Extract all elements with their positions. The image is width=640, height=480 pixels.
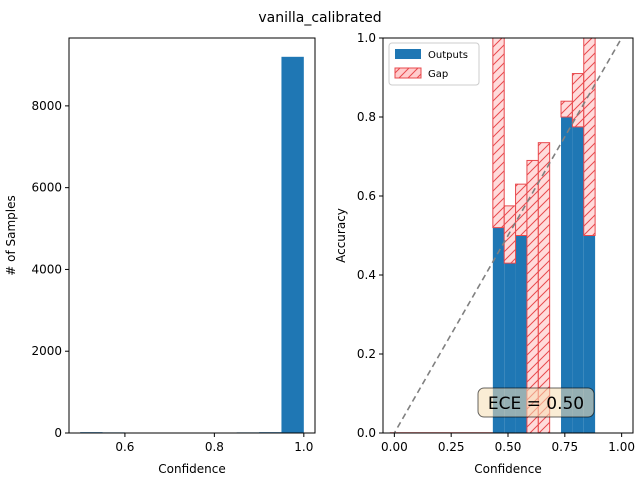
gap-bar-4 <box>537 142 551 433</box>
gap-bar-hatch-0 <box>492 38 505 229</box>
histogram-ytick-label-0: 0 <box>54 426 62 440</box>
histogram-xtick-label-2: 1.0 <box>294 440 313 454</box>
outputs-bar-7 <box>572 126 584 433</box>
gap-bar-hatch-4 <box>537 142 551 433</box>
reliability-xtick-label-1: 0.25 <box>438 440 465 454</box>
reliability-xtick-label-0: 0.00 <box>381 440 408 454</box>
outputs-bar-1 <box>504 263 516 433</box>
outputs-bar-8 <box>583 235 596 433</box>
reliability-ytick-label-1: 0.2 <box>357 347 376 361</box>
reliability-xtick-label-4: 1.00 <box>608 440 635 454</box>
ece-annotation-text: ECE = 0.50 <box>488 394 584 414</box>
gap-bar-hatch-6 <box>560 100 573 118</box>
histogram-xlabel: Confidence <box>158 462 225 476</box>
histogram-ylabel: # of Samples <box>4 195 18 276</box>
reliability-ytick-label-5: 1.0 <box>357 31 376 45</box>
confidence-histogram-chart: 0.6 0.8 1.0 0 2000 4000 6000 8000 Confidence # of… <box>4 37 316 476</box>
reliability-plot-area <box>389 38 623 433</box>
gap-bar-0 <box>492 38 505 229</box>
ece-annotation: ECE = 0.50 <box>477 387 595 418</box>
histogram-xtick-label-1: 0.8 <box>205 440 224 454</box>
legend-outputs-label: Outputs <box>428 50 468 61</box>
gap-bar-hatch-8 <box>583 38 596 236</box>
histogram-ytick-label-1: 2000 <box>31 344 62 358</box>
legend-gap-swatch <box>394 67 422 79</box>
gap-bar-hatch-1 <box>503 205 517 264</box>
outputs-bar-6 <box>561 117 573 433</box>
legend-outputs-swatch <box>395 49 421 59</box>
reliability-ylabel: Accuracy <box>334 208 348 263</box>
ece-annotation-box <box>477 387 595 418</box>
histogram-ytick-label-4: 8000 <box>31 99 62 113</box>
outputs-bar-0 <box>492 227 505 433</box>
reliability-ytick-label-3: 0.6 <box>357 189 376 203</box>
reliability-ytick-label-4: 0.8 <box>357 110 376 124</box>
gap-bar-hatch-7 <box>571 73 585 128</box>
reliability-diagram-chart: 0.00 0.25 0.50 0.75 1.00 0.0 0.2 0.4 0.6 0.8 1.0 Co… <box>334 31 635 476</box>
histogram-ytick-label-2: 4000 <box>31 262 62 276</box>
gap-bar-6 <box>560 100 573 118</box>
histogram-ytick-label-3: 6000 <box>31 181 62 195</box>
perfect-calibration-line <box>393 38 623 433</box>
histogram-bar-9 <box>281 56 304 434</box>
reliability-ytick-label-0: 0.0 <box>357 426 376 440</box>
reliability-xlabel: Confidence <box>474 462 541 476</box>
reliability-xtick-label-3: 0.75 <box>551 440 578 454</box>
gap-bar-8 <box>583 38 596 236</box>
gap-bar-2 <box>515 183 528 236</box>
reliability-ytick-label-2: 0.4 <box>357 268 376 282</box>
reliability-xtick-label-2: 0.50 <box>495 440 522 454</box>
gap-bar-7 <box>571 73 585 128</box>
reliability-legend: Outputs Gap <box>388 42 480 86</box>
figure-suptitle: vanilla_calibrated <box>258 10 381 26</box>
histogram-xtick-label-0: 0.6 <box>115 440 134 454</box>
outputs-bar-2 <box>515 235 527 433</box>
gap-bar-1 <box>503 205 517 264</box>
histogram-frame <box>68 37 316 434</box>
legend-gap-label: Gap <box>428 69 448 80</box>
gap-bar-hatch-2 <box>515 183 528 236</box>
